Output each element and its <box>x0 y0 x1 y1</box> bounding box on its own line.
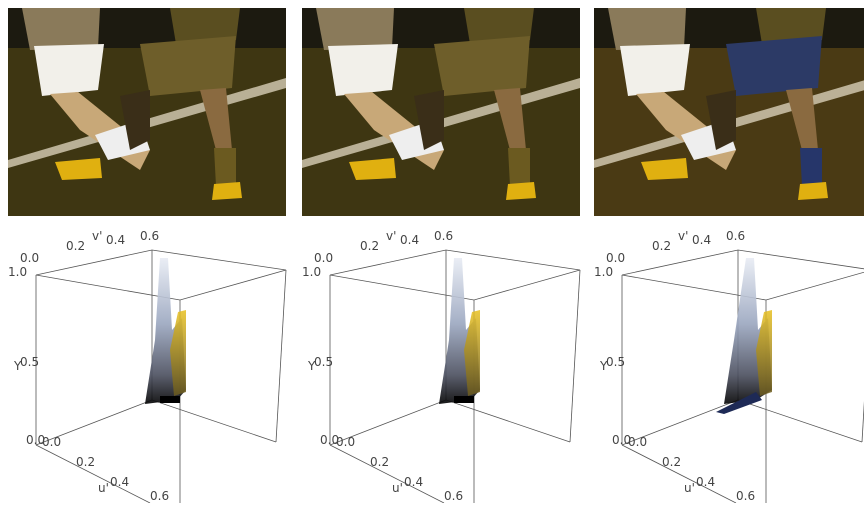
player-left-shirt <box>316 8 394 50</box>
boot <box>55 158 102 180</box>
v-tick-label: 0.4 <box>692 233 711 247</box>
player-left-shorts <box>328 44 398 96</box>
cube-edge <box>569 269 581 443</box>
v-tick-label: 0.4 <box>400 233 419 247</box>
point-cloud-gold <box>756 310 772 396</box>
player-right-leg <box>494 88 526 150</box>
point-cloud-dark <box>160 396 180 403</box>
cube-edge <box>35 399 277 446</box>
u-tick-label: 0.0 <box>42 435 61 449</box>
player-right-sock <box>508 148 530 186</box>
u-tick-label: 0.6 <box>736 489 755 503</box>
v-tick-label: 0.0 <box>314 251 333 265</box>
v-tick-label: 0.6 <box>140 229 159 243</box>
y-tick-label: 0.0 <box>320 433 339 447</box>
v-tick-label: 0.2 <box>66 239 85 253</box>
photo <box>302 8 580 216</box>
v-tick-label: 0.0 <box>20 251 39 265</box>
u-tick-label: 0.2 <box>370 455 389 469</box>
y-tick-label: 1.0 <box>302 265 321 279</box>
y-axis-label: Y <box>13 359 22 373</box>
player-left-shorts <box>620 44 690 96</box>
plot: 0.0 0.2 0.4 0.6 v' 0.0 0.2 0.4 0.6 u' 0.0 0.5 1.0 Y <box>594 229 864 504</box>
u-tick-label: 0.0 <box>628 435 647 449</box>
u-axis-label: u' <box>392 481 403 495</box>
v-tick-label: 0.4 <box>106 233 125 247</box>
y-tick-label: 0.5 <box>606 355 625 369</box>
v-axis-label: v' <box>386 229 396 243</box>
y-tick-label: 0.0 <box>612 433 631 447</box>
photo <box>8 8 286 216</box>
v-tick-label: 0.0 <box>606 251 625 265</box>
player-right-shorts <box>434 36 530 96</box>
y-axis-label: Y <box>599 359 608 373</box>
u-tick-label: 0.6 <box>150 489 169 503</box>
y-tick-label: 1.0 <box>594 265 613 279</box>
y-tick-label: 0.5 <box>314 355 333 369</box>
y-tick-label: 1.0 <box>8 265 27 279</box>
player-right-sock <box>800 148 822 186</box>
v-axis-label: v' <box>92 229 102 243</box>
cube-edge <box>621 249 864 301</box>
player-right-knee <box>120 90 150 150</box>
u-tick-label: 0.4 <box>404 475 423 489</box>
cube-edge <box>621 444 737 504</box>
y-axis-label: Y <box>307 359 316 373</box>
boot <box>349 158 396 180</box>
player-left-shorts <box>34 44 104 96</box>
cube-edge <box>35 444 151 504</box>
u-tick-label: 0.0 <box>336 435 355 449</box>
plot: 0.0 0.2 0.4 0.6 v' 0.0 0.2 0.4 0.6 u' 0.0 0.5 1.0 Y <box>302 229 581 504</box>
player-right-knee <box>414 90 444 150</box>
player-left-shirt <box>608 8 686 50</box>
player-right-knee <box>706 90 736 150</box>
player-right-shirt <box>756 8 826 44</box>
boot <box>798 182 828 200</box>
player-right-shirt <box>170 8 240 44</box>
y-tick-label: 0.5 <box>20 355 39 369</box>
player-right-leg <box>200 88 232 150</box>
photo <box>594 8 864 216</box>
player-right-sock <box>214 148 236 186</box>
u-tick-label: 0.2 <box>662 455 681 469</box>
u-tick-label: 0.4 <box>696 475 715 489</box>
v-tick-label: 0.6 <box>434 229 453 243</box>
boot <box>641 158 688 180</box>
player-right-shorts <box>726 36 822 96</box>
point-cloud-gold <box>464 310 480 396</box>
plot: 0.0 0.2 0.4 0.6 v' 0.0 0.2 0.4 0.6 u' 0.0 0.5 1.0 Y <box>8 229 287 504</box>
player-right-leg <box>786 88 818 150</box>
u-axis-label: u' <box>684 481 695 495</box>
point-cloud-blue <box>716 392 762 414</box>
cube-edge <box>275 269 287 443</box>
v-tick-label: 0.2 <box>652 239 671 253</box>
boot <box>212 182 242 200</box>
player-left-shirt <box>22 8 100 50</box>
v-axis-label: v' <box>678 229 688 243</box>
v-tick-label: 0.2 <box>360 239 379 253</box>
player-right-shorts <box>140 36 236 96</box>
point-cloud-dark <box>454 396 474 403</box>
point-cloud-gold <box>170 310 186 396</box>
player-right-shirt <box>464 8 534 44</box>
u-tick-label: 0.6 <box>444 489 463 503</box>
cube-edge <box>329 399 571 446</box>
u-tick-label: 0.2 <box>76 455 95 469</box>
u-tick-label: 0.4 <box>110 475 129 489</box>
cube-edge <box>329 444 445 504</box>
boot <box>506 182 536 200</box>
u-axis-label: u' <box>98 481 109 495</box>
y-tick-label: 0.0 <box>26 433 45 447</box>
v-tick-label: 0.6 <box>726 229 745 243</box>
